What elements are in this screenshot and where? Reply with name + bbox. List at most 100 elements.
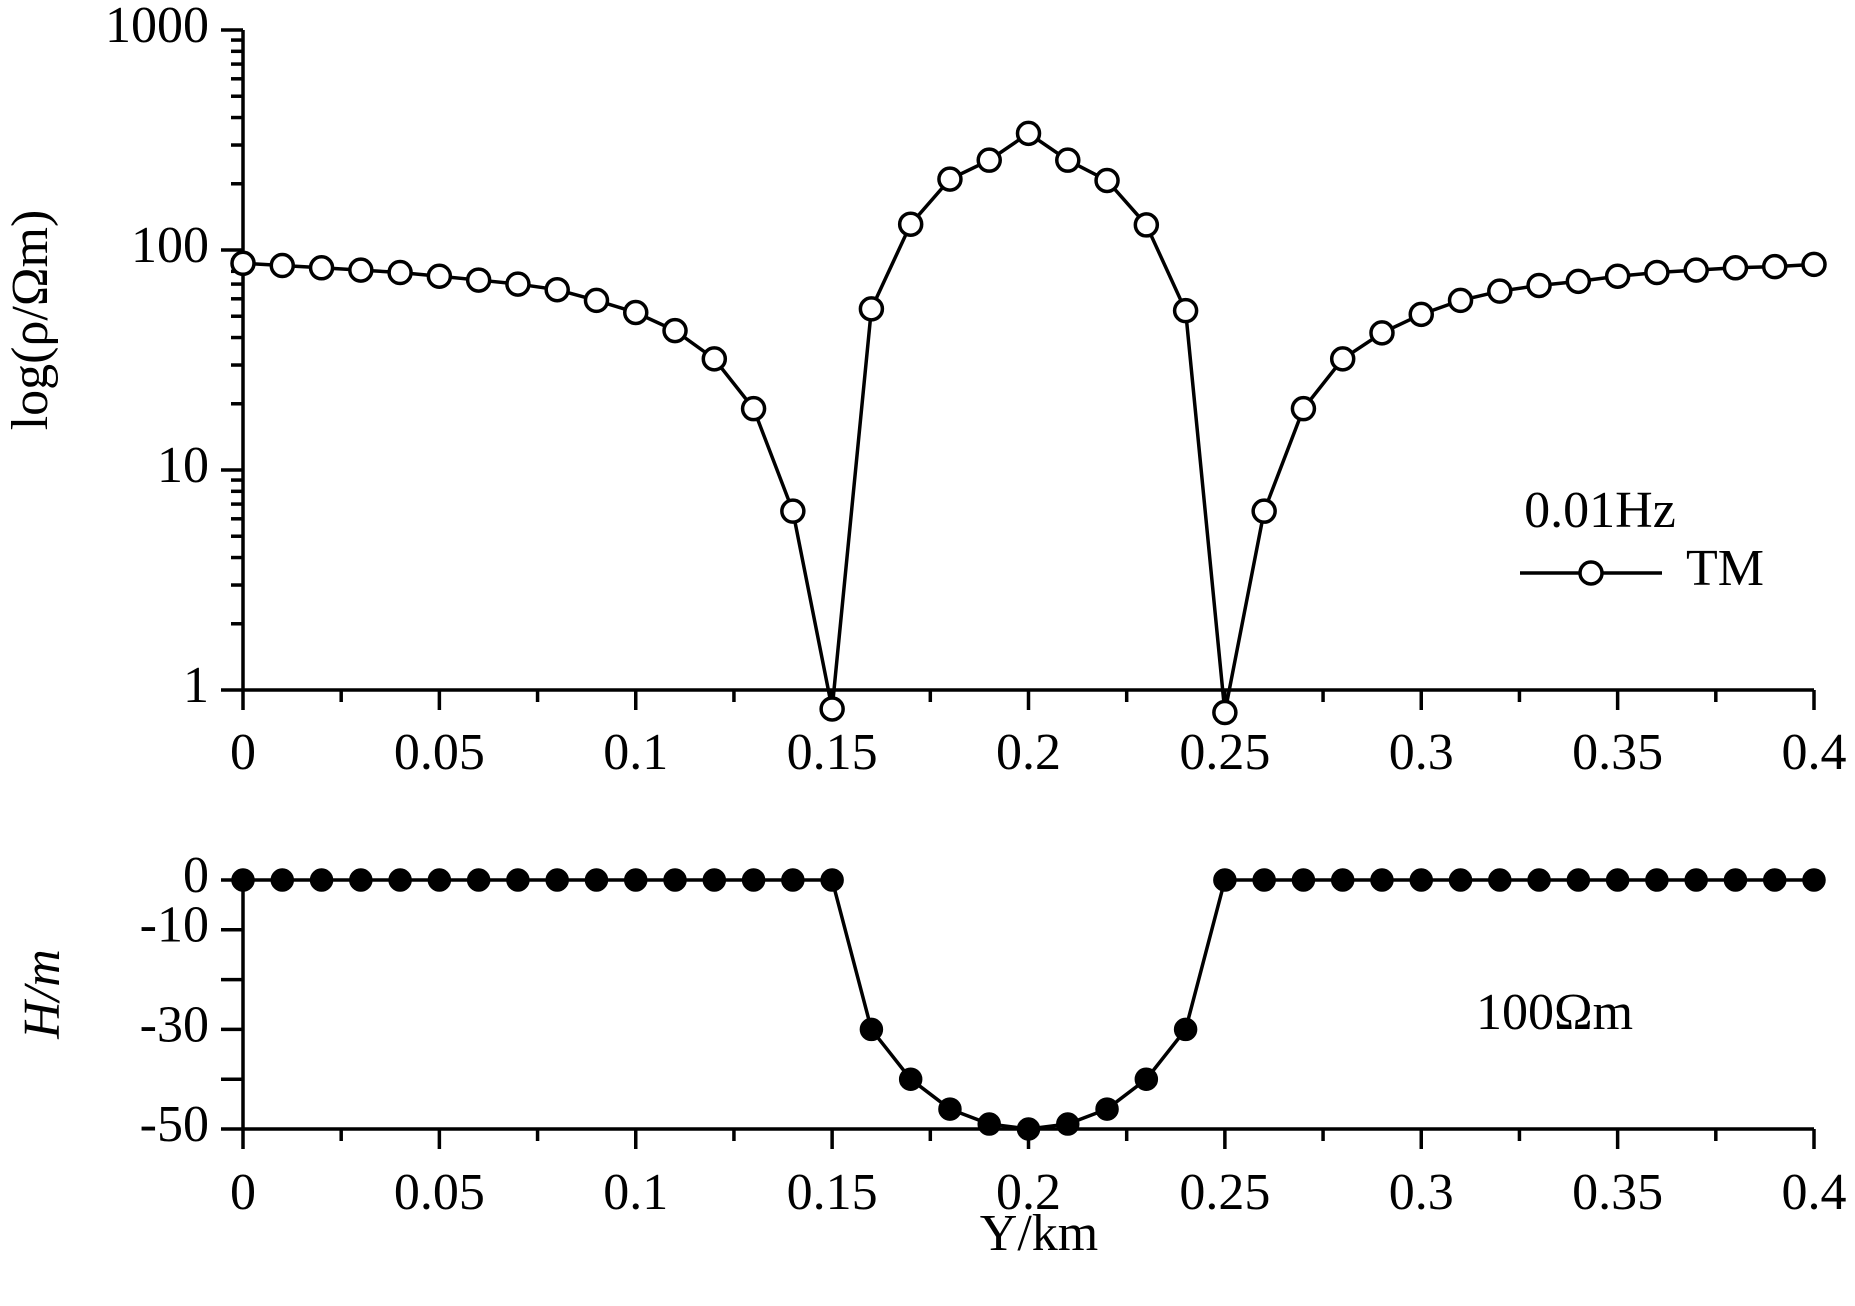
data-point (859, 1017, 884, 1042)
data-point (1487, 278, 1513, 304)
data-point (1172, 297, 1199, 324)
data-point (1330, 868, 1355, 892)
data-point (1566, 868, 1591, 892)
data-point (1723, 868, 1748, 892)
data-point (544, 276, 570, 303)
data-point (427, 868, 452, 892)
data-point (1447, 287, 1474, 314)
data-point (269, 252, 296, 279)
data-point (1684, 868, 1708, 892)
y-tick-label: 1000 (105, 0, 209, 54)
data-point (1291, 868, 1316, 892)
data-point (270, 868, 295, 892)
y-axis-label: H/m (14, 949, 71, 1040)
data-point (1683, 257, 1709, 283)
data-point (898, 1067, 923, 1091)
data-point (349, 868, 373, 892)
data-point (1448, 868, 1473, 892)
data-point (1133, 212, 1160, 238)
data-point (584, 868, 609, 892)
data-point (1526, 272, 1552, 299)
x-tick-label: 0.3 (1389, 1164, 1454, 1221)
x-tick-label: 0 (230, 724, 256, 781)
data-point (1488, 868, 1512, 892)
data-point (1173, 1017, 1198, 1042)
data-point (308, 255, 335, 281)
annotation: 0.01Hz (1524, 482, 1676, 539)
data-point (1409, 868, 1433, 892)
y-axis-label: log(ρ/Ωm) (2, 210, 59, 431)
data-point (230, 250, 256, 277)
data-point (740, 395, 767, 422)
y-tick-label: -50 (140, 1096, 209, 1153)
data-point (545, 868, 569, 892)
data-point (231, 868, 255, 892)
data-point (309, 868, 334, 892)
data-point (780, 498, 806, 524)
x-tick-label: 0.1 (603, 724, 668, 781)
x-tick-label: 0.35 (1572, 724, 1663, 781)
data-point (662, 317, 688, 344)
data-point (937, 166, 963, 192)
data-point (858, 296, 885, 322)
x-tick-label: 0 (230, 1164, 256, 1221)
x-tick-label: 0.25 (1179, 1164, 1270, 1221)
data-point (426, 263, 453, 289)
data-point (702, 868, 727, 892)
data-point (1015, 120, 1042, 147)
y-tick-label: 10 (157, 437, 209, 494)
x-tick-label: 0.15 (787, 724, 878, 781)
x-tick-label: 0.05 (394, 1164, 485, 1221)
data-point (819, 696, 845, 722)
x-axis-label: Y/km (980, 1205, 1098, 1262)
data-point (781, 868, 805, 892)
x-tick-label: 0.05 (394, 724, 485, 781)
data-point (1802, 868, 1826, 892)
data-point (1408, 301, 1434, 328)
data-point (1134, 1067, 1159, 1091)
data-point (1016, 1117, 1041, 1141)
data-point (1645, 868, 1669, 892)
y-tick-label: 0 (183, 847, 209, 904)
x-tick-label: 0.15 (787, 1164, 878, 1221)
x-tick-label: 0.4 (1782, 724, 1847, 781)
data-point (624, 868, 648, 892)
legend-label: TM (1686, 540, 1764, 597)
data-point (1369, 320, 1395, 346)
y-tick-label: -10 (140, 897, 209, 954)
data-point (506, 868, 530, 892)
data-point (1055, 147, 1081, 173)
data-point (1565, 268, 1592, 295)
data-point (1290, 395, 1317, 422)
data-point (820, 868, 844, 892)
data-line (242, 131, 1815, 713)
data-point (1370, 868, 1394, 892)
data-point (1095, 1097, 1119, 1121)
data-point (1644, 259, 1670, 286)
data-point (583, 287, 610, 314)
data-point (465, 267, 492, 293)
data-point (938, 1097, 962, 1121)
data-point (348, 257, 374, 283)
x-tick-label: 0.3 (1389, 724, 1454, 781)
data-point (1252, 868, 1276, 892)
data-point (1094, 167, 1120, 194)
data-point (1329, 346, 1356, 372)
data-point (466, 868, 491, 892)
x-tick-label: 0.35 (1572, 1164, 1663, 1221)
data-point (1722, 255, 1749, 281)
data-point (388, 868, 412, 892)
data-point (1213, 868, 1237, 892)
data-point (623, 299, 649, 326)
x-tick-label: 0.2 (996, 724, 1061, 781)
x-tick-label: 0.25 (1179, 724, 1270, 781)
data-point (1251, 498, 1277, 524)
data-point (701, 346, 728, 372)
x-tick-label: 0.1 (603, 1164, 668, 1221)
x-tick-label: 0.4 (1782, 1164, 1847, 1221)
data-point (1762, 868, 1787, 892)
legend-marker (1578, 560, 1604, 586)
data-point (1801, 251, 1827, 278)
y-tick-label: -30 (140, 996, 209, 1053)
